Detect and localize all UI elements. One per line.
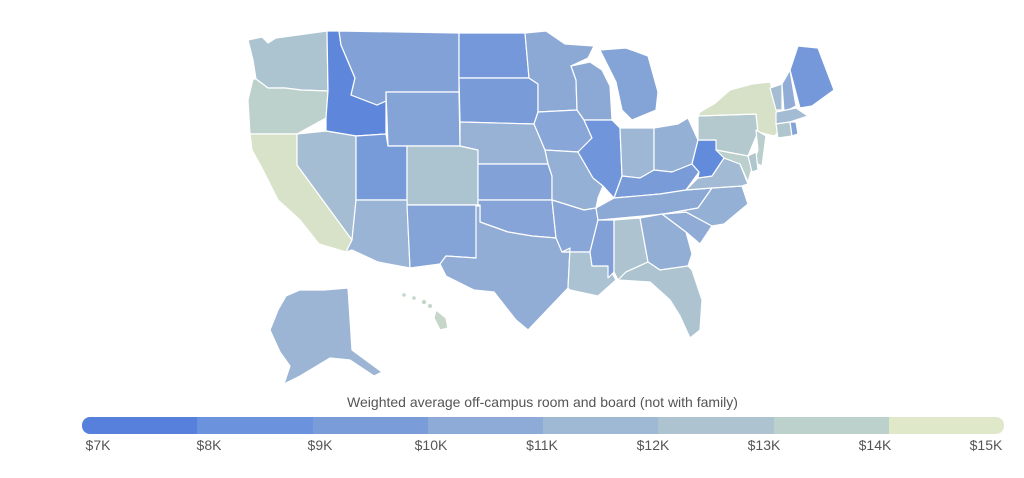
state-nc[interactable] bbox=[663, 185, 749, 227]
state-hi-island[interactable] bbox=[428, 304, 432, 308]
state-hi-island[interactable] bbox=[421, 299, 427, 305]
state-hi-island[interactable] bbox=[412, 296, 416, 300]
legend-tick-label: $14K bbox=[858, 437, 892, 453]
state-sd[interactable] bbox=[458, 77, 539, 125]
legend-tick-labels: $7K $8K $9K $10K $11K $12K $13K $14K $15K bbox=[0, 437, 1024, 457]
legend-tick-label: $11K bbox=[526, 437, 558, 453]
legend-segment bbox=[197, 417, 313, 434]
state-ks[interactable] bbox=[477, 163, 553, 201]
state-wy[interactable] bbox=[385, 91, 461, 147]
legend-color-scale bbox=[82, 417, 1004, 434]
legend-tick-label: $10K bbox=[414, 437, 448, 453]
state-ct[interactable] bbox=[775, 121, 793, 139]
state-nh[interactable] bbox=[781, 69, 797, 113]
state-mi[interactable] bbox=[599, 47, 659, 121]
legend-tick-label: $8K bbox=[196, 437, 222, 453]
state-hi[interactable] bbox=[433, 309, 449, 331]
legend-tick-label: $9K bbox=[307, 437, 333, 453]
state-vt[interactable] bbox=[769, 83, 783, 111]
legend-segment bbox=[888, 417, 1004, 434]
state-fl[interactable] bbox=[617, 261, 703, 339]
legend-segment bbox=[427, 417, 543, 434]
map-canvas bbox=[247, 30, 835, 385]
legend-segment bbox=[658, 417, 774, 434]
state-de[interactable] bbox=[747, 151, 759, 173]
state-ak[interactable] bbox=[269, 287, 383, 385]
legend-segment bbox=[82, 417, 198, 434]
state-az[interactable] bbox=[345, 199, 411, 269]
state-il[interactable] bbox=[577, 119, 623, 199]
state-hi-island[interactable] bbox=[402, 293, 406, 297]
state-in[interactable] bbox=[619, 127, 655, 179]
state-co[interactable] bbox=[406, 145, 479, 206]
state-ma[interactable] bbox=[775, 107, 809, 125]
state-nd[interactable] bbox=[458, 32, 530, 79]
legend-tick-label: $15K bbox=[969, 437, 1003, 453]
legend-segment bbox=[773, 417, 889, 434]
us-choropleth-map bbox=[247, 30, 835, 385]
state-ri[interactable] bbox=[789, 121, 799, 137]
state-tx[interactable] bbox=[439, 205, 571, 331]
state-me[interactable] bbox=[789, 45, 835, 109]
legend-tick-label: $7K bbox=[85, 437, 111, 453]
legend-segment bbox=[543, 417, 659, 434]
legend-tick-label: $13K bbox=[747, 437, 781, 453]
legend-segment bbox=[312, 417, 428, 434]
legend-tick-label: $12K bbox=[636, 437, 670, 453]
legend-title: Weighted average off-campus room and boa… bbox=[347, 394, 738, 410]
